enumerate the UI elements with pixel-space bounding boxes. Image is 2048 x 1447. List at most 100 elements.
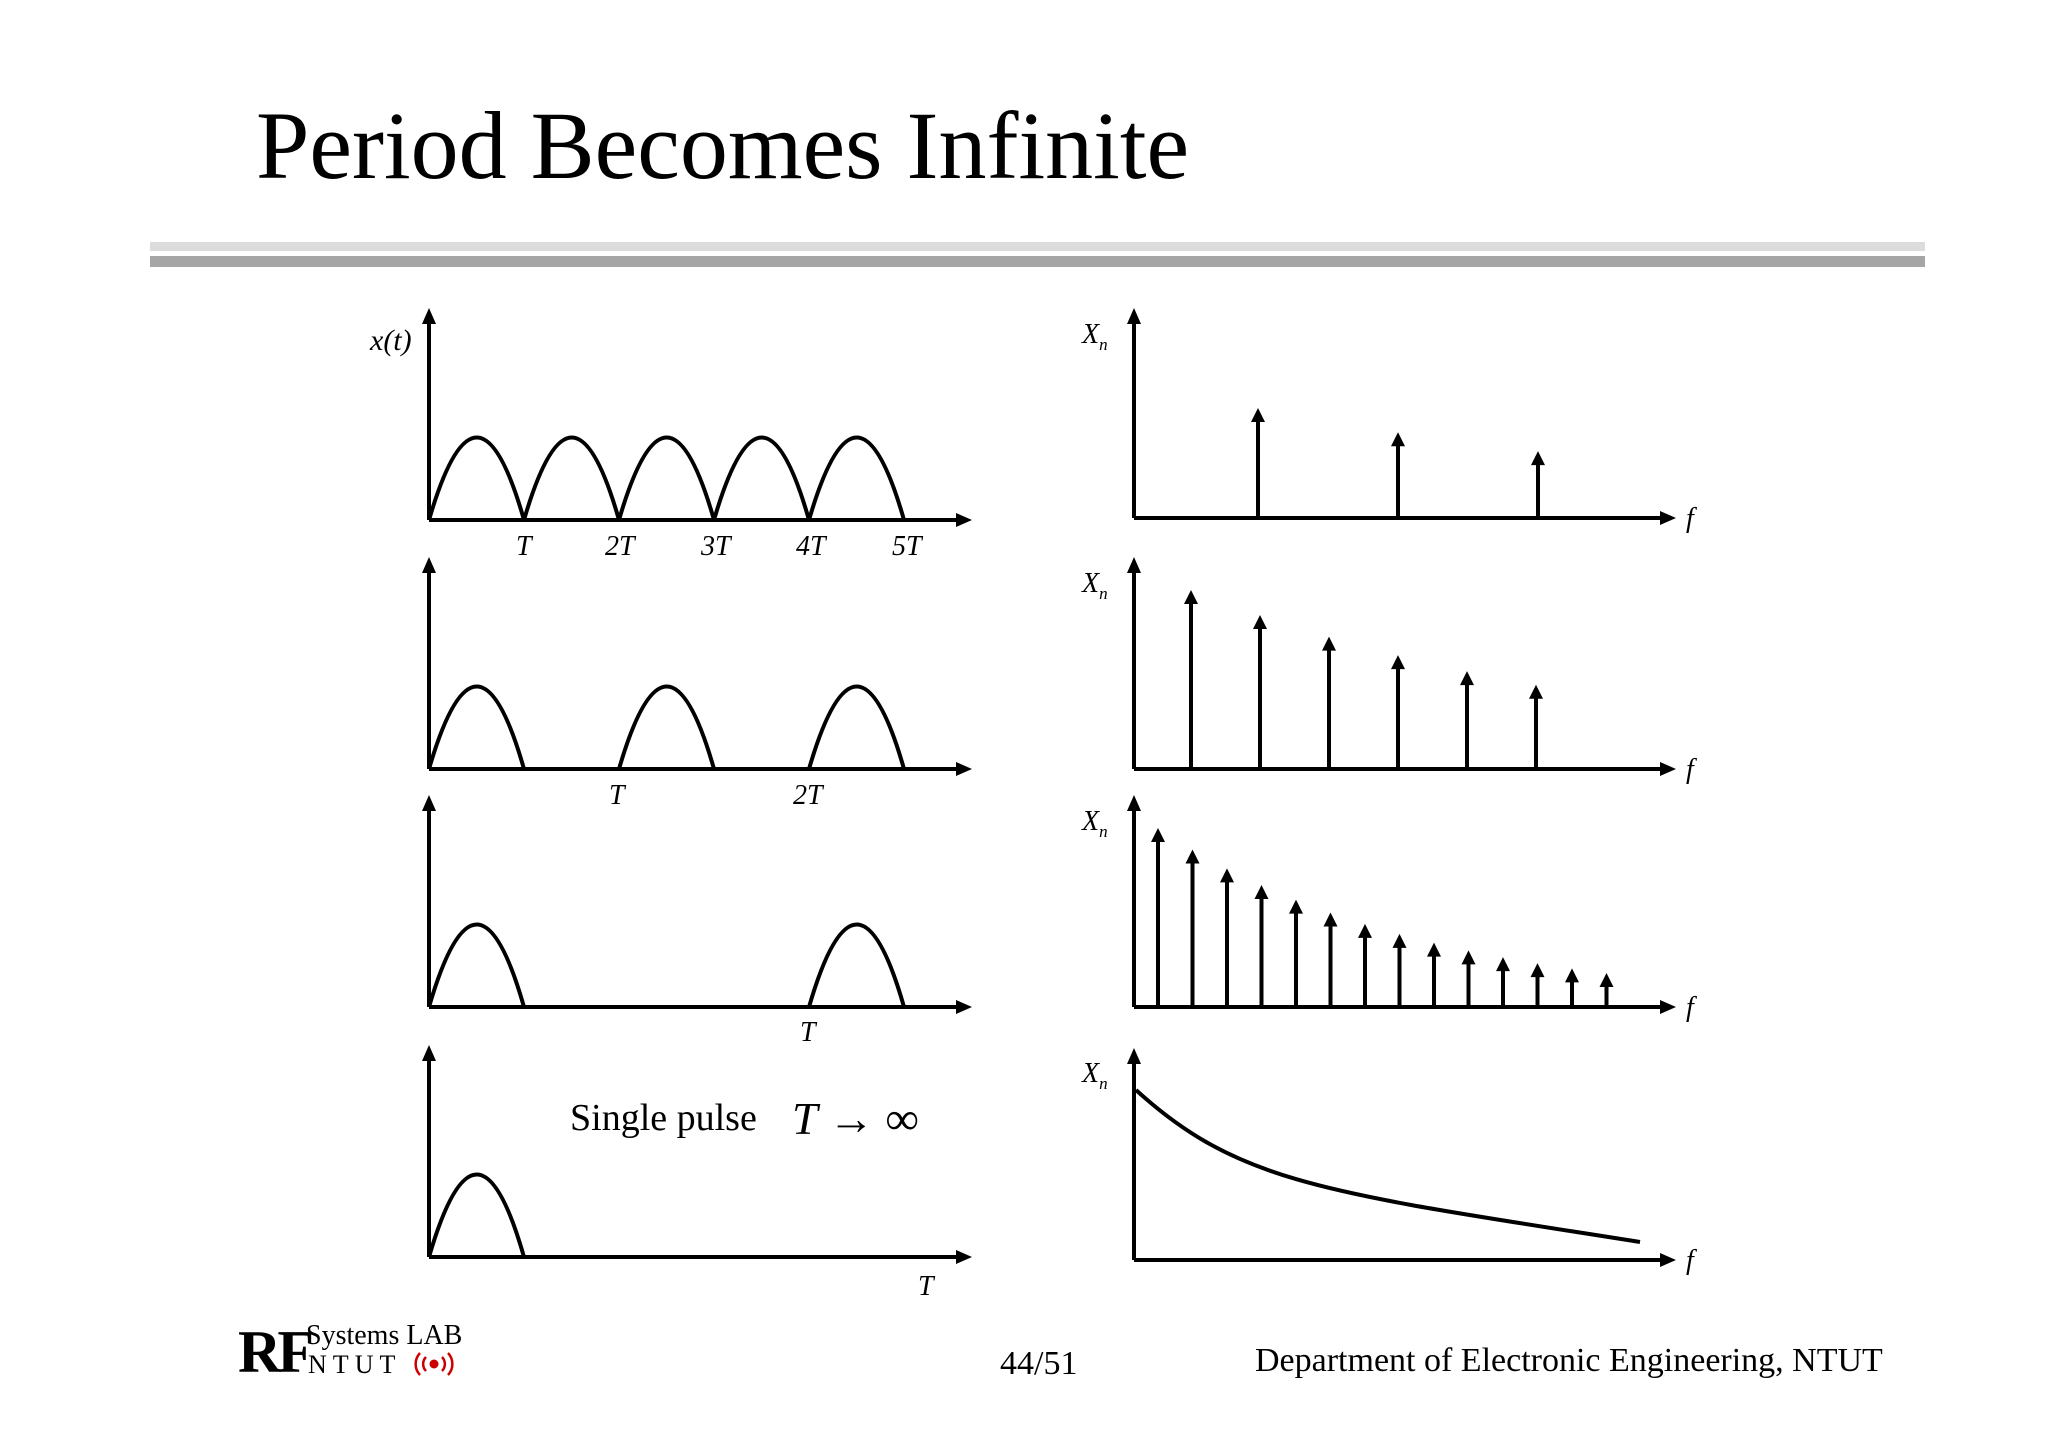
time-pulse <box>427 922 526 1008</box>
spec-ylabel-n: n <box>1099 1074 1108 1093</box>
spectral-line-arrow <box>1253 615 1267 630</box>
spectral-line-arrow <box>1323 912 1338 927</box>
spectral-line-arrow <box>1599 973 1614 988</box>
spectral-line-arrow <box>1358 923 1372 938</box>
time-arrow-y-4 <box>422 1045 436 1061</box>
time-panel-2: T 2T <box>422 557 972 811</box>
spec-ylabel-X: X <box>1081 806 1100 837</box>
time-tick-label: T <box>918 1271 936 1302</box>
logo-line1: Systems LAB <box>306 1320 462 1351</box>
spectral-line-arrow <box>1427 942 1441 957</box>
time-arrow-x-3 <box>956 1000 972 1014</box>
spectral-line-arrow <box>1392 933 1407 948</box>
radio-wave-arc <box>441 1356 447 1372</box>
spec-ylabel-n: n <box>1099 822 1108 841</box>
time-pulse <box>617 435 716 521</box>
time-panel-4: T Single pulse T → ∞ <box>422 1045 972 1302</box>
spec3-lines <box>1151 828 1614 1007</box>
time-arrow-y-3 <box>422 795 436 811</box>
radio-wave-arc <box>414 1352 421 1376</box>
page-number: 44/51 <box>1000 1345 1078 1382</box>
spectrum-panel-4: Xn f <box>1081 1048 1697 1276</box>
spec-xlabel: f <box>1686 1245 1697 1276</box>
spec-arrow-y-4 <box>1127 1048 1141 1064</box>
time-pulse <box>522 435 621 521</box>
time-tick-label: 2T <box>793 780 825 811</box>
spectral-line-arrow <box>1220 868 1234 883</box>
spec-xlabel: f <box>1686 503 1697 534</box>
spec-xlabel: f <box>1686 992 1697 1023</box>
time-tick-label: T <box>516 531 534 562</box>
spec-arrow-x-4 <box>1660 1253 1676 1267</box>
radio-wave-arc <box>447 1352 454 1376</box>
spec-arrow-x-1 <box>1660 511 1676 525</box>
logo-mark: RF <box>238 1320 311 1380</box>
time-pulse <box>807 684 906 770</box>
spectrum-panel-3: Xn f <box>1081 795 1697 1023</box>
spectral-line-arrow <box>1289 899 1303 914</box>
time-arrow-x-4 <box>956 1250 972 1264</box>
spec-ylabel-n: n <box>1099 335 1108 354</box>
time-arrow-y-2 <box>422 557 436 573</box>
radio-wave-icon <box>414 1352 454 1376</box>
title-rule-dark <box>150 256 1925 267</box>
spec-arrow-y-3 <box>1127 795 1141 811</box>
time-pulse <box>807 922 906 1008</box>
spec-ylabel: Xn <box>1081 319 1108 354</box>
spec-xlabel: f <box>1686 754 1697 785</box>
time-ylabel-1: x(t) <box>369 324 412 357</box>
spectral-line-arrow <box>1391 432 1405 447</box>
time-pulse <box>712 435 811 521</box>
logo-graphic: RF Systems LAB N T U T <box>238 1319 462 1385</box>
spectral-line-arrow <box>1565 968 1579 983</box>
spec-ylabel: Xn <box>1081 1058 1108 1093</box>
spec-arrow-y-1 <box>1127 308 1141 324</box>
radio-wave-dot <box>429 1359 439 1369</box>
single-pulse-caption: Single pulse <box>570 1097 757 1139</box>
spectral-line-arrow <box>1322 636 1336 651</box>
time-arrow-y-1 <box>422 308 436 324</box>
spectral-line-arrow <box>1251 408 1265 422</box>
title-rule-light <box>150 242 1925 251</box>
slide-title: Period Becomes Infinite <box>256 92 1190 199</box>
logo-line2: N T U T <box>308 1350 396 1379</box>
time-pulse <box>427 684 526 770</box>
spectral-line-arrow <box>1461 950 1476 965</box>
time-arrow-x-2 <box>956 762 972 776</box>
time-pulse <box>427 435 526 521</box>
time-tick-label: 5T <box>892 531 924 562</box>
time-panel-3: T <box>422 795 972 1048</box>
time-panel-1: x(t) T 2T 3T 4T 5T <box>369 308 972 562</box>
spectrum-panel-1: Xn f <box>1081 308 1697 534</box>
spec-ylabel-n: n <box>1099 584 1108 603</box>
time-pulse <box>427 1172 526 1258</box>
spectral-line-arrow <box>1184 590 1198 604</box>
spectral-line-arrow <box>1254 885 1269 900</box>
spectral-line-arrow <box>1391 655 1405 670</box>
spec-ylabel: Xn <box>1081 568 1108 603</box>
rf-systems-lab-logo: RF Systems LAB N T U T <box>238 1319 478 1385</box>
limit-expression: T → ∞ <box>792 1093 919 1144</box>
time-pulse <box>617 684 716 770</box>
spectral-line-arrow <box>1151 828 1165 842</box>
spec-ylabel-X: X <box>1081 568 1100 599</box>
spectrum-panel-2: Xn f <box>1081 557 1697 785</box>
spec-ylabel-X: X <box>1081 1058 1100 1089</box>
time-tick-label: 3T <box>700 531 733 562</box>
time-arrow-x-1 <box>956 513 972 527</box>
spec1-lines <box>1251 408 1545 518</box>
continuous-spectrum <box>1134 1088 1641 1244</box>
spectral-line-arrow <box>1531 451 1545 466</box>
department-footer: Department of Electronic Engineering, NT… <box>1255 1342 1883 1379</box>
spec-ylabel-X: X <box>1081 319 1100 350</box>
time-tick-label: T <box>800 1017 818 1048</box>
spec2-lines <box>1184 590 1543 769</box>
spectral-line-arrow <box>1530 963 1545 978</box>
time-tick-label: 2T <box>605 531 637 562</box>
time-tick-label: T <box>609 780 627 811</box>
spec-ylabel: Xn <box>1081 806 1108 841</box>
spectral-line-arrow <box>1460 671 1474 686</box>
spectral-line-arrow <box>1496 957 1510 972</box>
spectral-line-arrow <box>1185 849 1200 864</box>
